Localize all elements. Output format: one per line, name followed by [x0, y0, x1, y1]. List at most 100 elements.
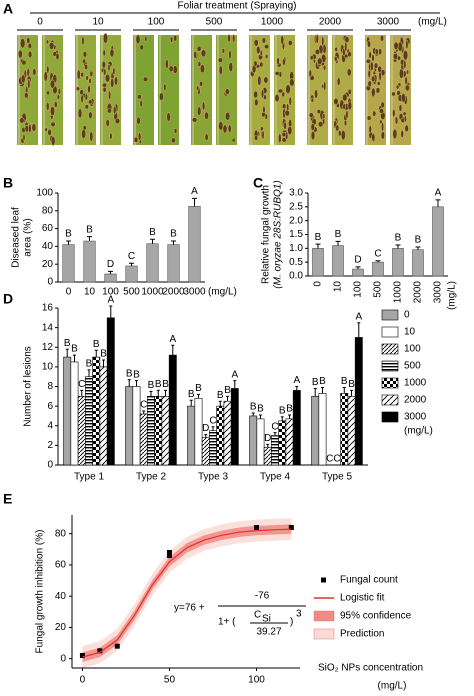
lesion: [308, 112, 314, 119]
lesion: [336, 77, 341, 86]
significance-letter: B: [133, 369, 140, 380]
y-tick-label: 0: [47, 277, 53, 288]
lesion: [204, 111, 209, 120]
significance-letter: A: [435, 188, 442, 199]
point: [114, 643, 120, 649]
leaf-edge: [217, 35, 219, 145]
lesion: [402, 111, 407, 117]
lesion: [45, 39, 50, 45]
lesion: [379, 35, 385, 42]
legend-swatch: [381, 326, 399, 338]
bar: [372, 261, 384, 277]
bar: [230, 388, 239, 466]
formula-suffix: ): [290, 617, 293, 628]
bar: [347, 396, 356, 466]
leaf-edge: [134, 35, 136, 145]
significance-letter: B: [149, 227, 156, 238]
x-unit-label: (mg/L): [208, 287, 237, 298]
lesion: [257, 75, 262, 86]
lesion: [104, 73, 111, 83]
lesion: [370, 61, 374, 72]
error-bar: [149, 390, 153, 397]
y-axis-label: (M. oryzae 28S:RUBQ1): [273, 180, 284, 288]
lesion: [314, 48, 321, 55]
lesion: [204, 133, 209, 142]
bar: [62, 244, 75, 283]
y-tick-label: 60: [42, 223, 54, 234]
lesion: [345, 110, 349, 119]
lesion: [274, 93, 280, 103]
lesion: [109, 48, 115, 58]
lesion: [84, 64, 89, 71]
concentration-label: 1000: [261, 17, 284, 28]
lesion: [378, 48, 383, 56]
lesion: [259, 49, 263, 56]
lesion: [139, 44, 144, 51]
lesion: [108, 90, 112, 100]
legend-label: 95% confidence: [340, 611, 412, 622]
significance-letter: C: [271, 421, 278, 432]
formula-variable-sub: Si: [262, 614, 271, 625]
significance-letter: B: [64, 338, 71, 349]
bar: [340, 393, 349, 466]
lesion: [376, 81, 381, 86]
lesion: [81, 128, 87, 140]
lesion: [142, 76, 149, 82]
lesion: [80, 94, 84, 104]
leaf-edge: [101, 35, 103, 145]
significance-letter: C: [78, 379, 85, 390]
error-bar: [218, 400, 222, 407]
lesion: [84, 104, 89, 110]
lesion: [112, 67, 116, 76]
legend-swatch: [313, 628, 335, 640]
lesion: [392, 108, 396, 118]
y-tick-label: 0.5: [289, 257, 303, 268]
error-bar: [171, 240, 176, 245]
y-axis-label: Relative fungal growth: [261, 185, 272, 284]
y-axis-label: Number of lesions: [23, 346, 34, 427]
error-bar: [335, 240, 341, 246]
lesion: [137, 94, 142, 100]
lesion: [261, 37, 266, 44]
lesion: [197, 61, 202, 67]
lesion: [281, 132, 287, 138]
bar: [194, 397, 203, 466]
bar: [188, 206, 201, 283]
significance-letter: B: [65, 229, 72, 240]
significance-letter: B: [188, 389, 195, 400]
lesion: [371, 87, 376, 98]
lesion: [316, 109, 322, 115]
error-bar: [288, 414, 292, 419]
y-tick-label: 40: [42, 241, 54, 252]
lesion: [333, 97, 339, 106]
lesion: [317, 121, 324, 128]
error-bar: [204, 434, 208, 438]
lesion: [374, 48, 379, 55]
bar: [271, 435, 279, 466]
x-tick-label: 0: [80, 675, 86, 686]
y-axis-label: Fungal growth inhibition (%): [35, 530, 46, 654]
lesion: [368, 125, 372, 134]
error-bar: [129, 262, 134, 266]
lesion: [404, 124, 409, 133]
lesion: [82, 58, 87, 64]
lesion: [405, 40, 409, 50]
significance-letter: B: [319, 376, 326, 387]
x-unit-label: (mg/L): [447, 281, 458, 310]
lesion: [193, 50, 197, 59]
lesion: [366, 115, 372, 121]
significance-letter: D: [202, 423, 209, 434]
significance-letter: C: [140, 400, 147, 411]
lesion: [334, 56, 338, 62]
x-tick-label: 500: [373, 281, 384, 298]
y-axis-label: area (%): [23, 218, 34, 256]
y-tick-label: 40: [55, 591, 67, 602]
lesion: [264, 44, 270, 50]
y-tick-label: 16: [42, 303, 54, 314]
legend-swatch: [381, 411, 399, 423]
lesion: [231, 137, 236, 143]
x-tick-label: 3000: [183, 287, 206, 298]
legend-label: 0: [404, 310, 410, 321]
x-tick-label: 2000: [413, 281, 424, 304]
